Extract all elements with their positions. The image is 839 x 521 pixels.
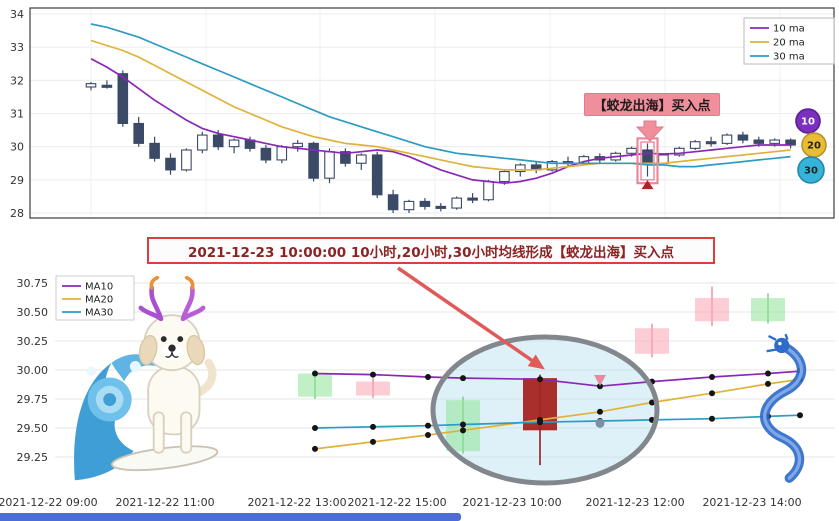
svg-text:20 ma: 20 ma	[773, 38, 805, 49]
dragon-whiskers	[766, 333, 789, 353]
svg-text:2021-12-22 09:00: 2021-12-22 09:00	[0, 496, 98, 509]
svg-text:30: 30	[10, 141, 24, 154]
svg-text:MA20: MA20	[85, 295, 113, 306]
dragon-body	[760, 340, 807, 483]
svg-text:28: 28	[10, 207, 24, 220]
svg-text:30.25: 30.25	[17, 335, 49, 348]
dragon-horns	[138, 285, 164, 322]
svg-text:30.00: 30.00	[17, 364, 49, 377]
svg-text:20: 20	[807, 141, 821, 152]
svg-text:29.50: 29.50	[17, 422, 49, 435]
svg-text:10 ma: 10 ma	[773, 24, 805, 35]
svg-text:34: 34	[10, 8, 24, 21]
svg-text:32: 32	[10, 74, 24, 87]
svg-text:2021-12-23 10:00: 2021-12-23 10:00	[462, 496, 561, 509]
svg-text:2021-12-22 11:00: 2021-12-22 11:00	[115, 496, 214, 509]
svg-text:MA30: MA30	[85, 308, 113, 319]
svg-text:2021-12-22 15:00: 2021-12-22 15:00	[347, 496, 446, 509]
bottom-progress-bar	[0, 513, 461, 521]
dragon-head	[774, 337, 790, 354]
buy-point-annotation: 【蛟龙出海】买入点	[584, 93, 720, 116]
svg-text:2021-12-23 14:00: 2021-12-23 14:00	[702, 496, 801, 509]
svg-text:10: 10	[801, 117, 815, 128]
svg-text:29.25: 29.25	[17, 451, 49, 464]
dog-tail	[195, 358, 217, 397]
dog-nose	[168, 344, 176, 352]
svg-text:33: 33	[10, 41, 24, 54]
svg-text:29.75: 29.75	[17, 393, 49, 406]
hourly-kline-chart: 28 29 30 31 32 33 34 10 ma 20 ma 30 ma 10 20 30	[10, 7, 835, 220]
surfing-dog-illustration	[74, 275, 219, 481]
svg-text:30.50: 30.50	[17, 306, 49, 319]
svg-text:2021-12-22 13:00: 2021-12-22 13:00	[247, 496, 346, 509]
dragon-illustration	[760, 333, 807, 483]
svg-text:MA10: MA10	[85, 282, 113, 293]
signal-callout-box: 2021-12-23 10:00:00 10小时,20小时,30小时均线形成【蛟…	[147, 237, 715, 264]
zoomed-kline-chart: 30.75 30.50 30.25 30.00 29.75 29.50 29.25 2021-…	[0, 266, 835, 509]
svg-text:2021-12-23 12:00: 2021-12-23 12:00	[585, 496, 684, 509]
svg-text:30.75: 30.75	[17, 277, 49, 290]
foam	[129, 361, 141, 373]
svg-text:31: 31	[10, 108, 24, 121]
svg-text:29: 29	[10, 174, 24, 187]
svg-text:30 ma: 30 ma	[773, 52, 805, 63]
svg-text:30: 30	[804, 166, 818, 177]
